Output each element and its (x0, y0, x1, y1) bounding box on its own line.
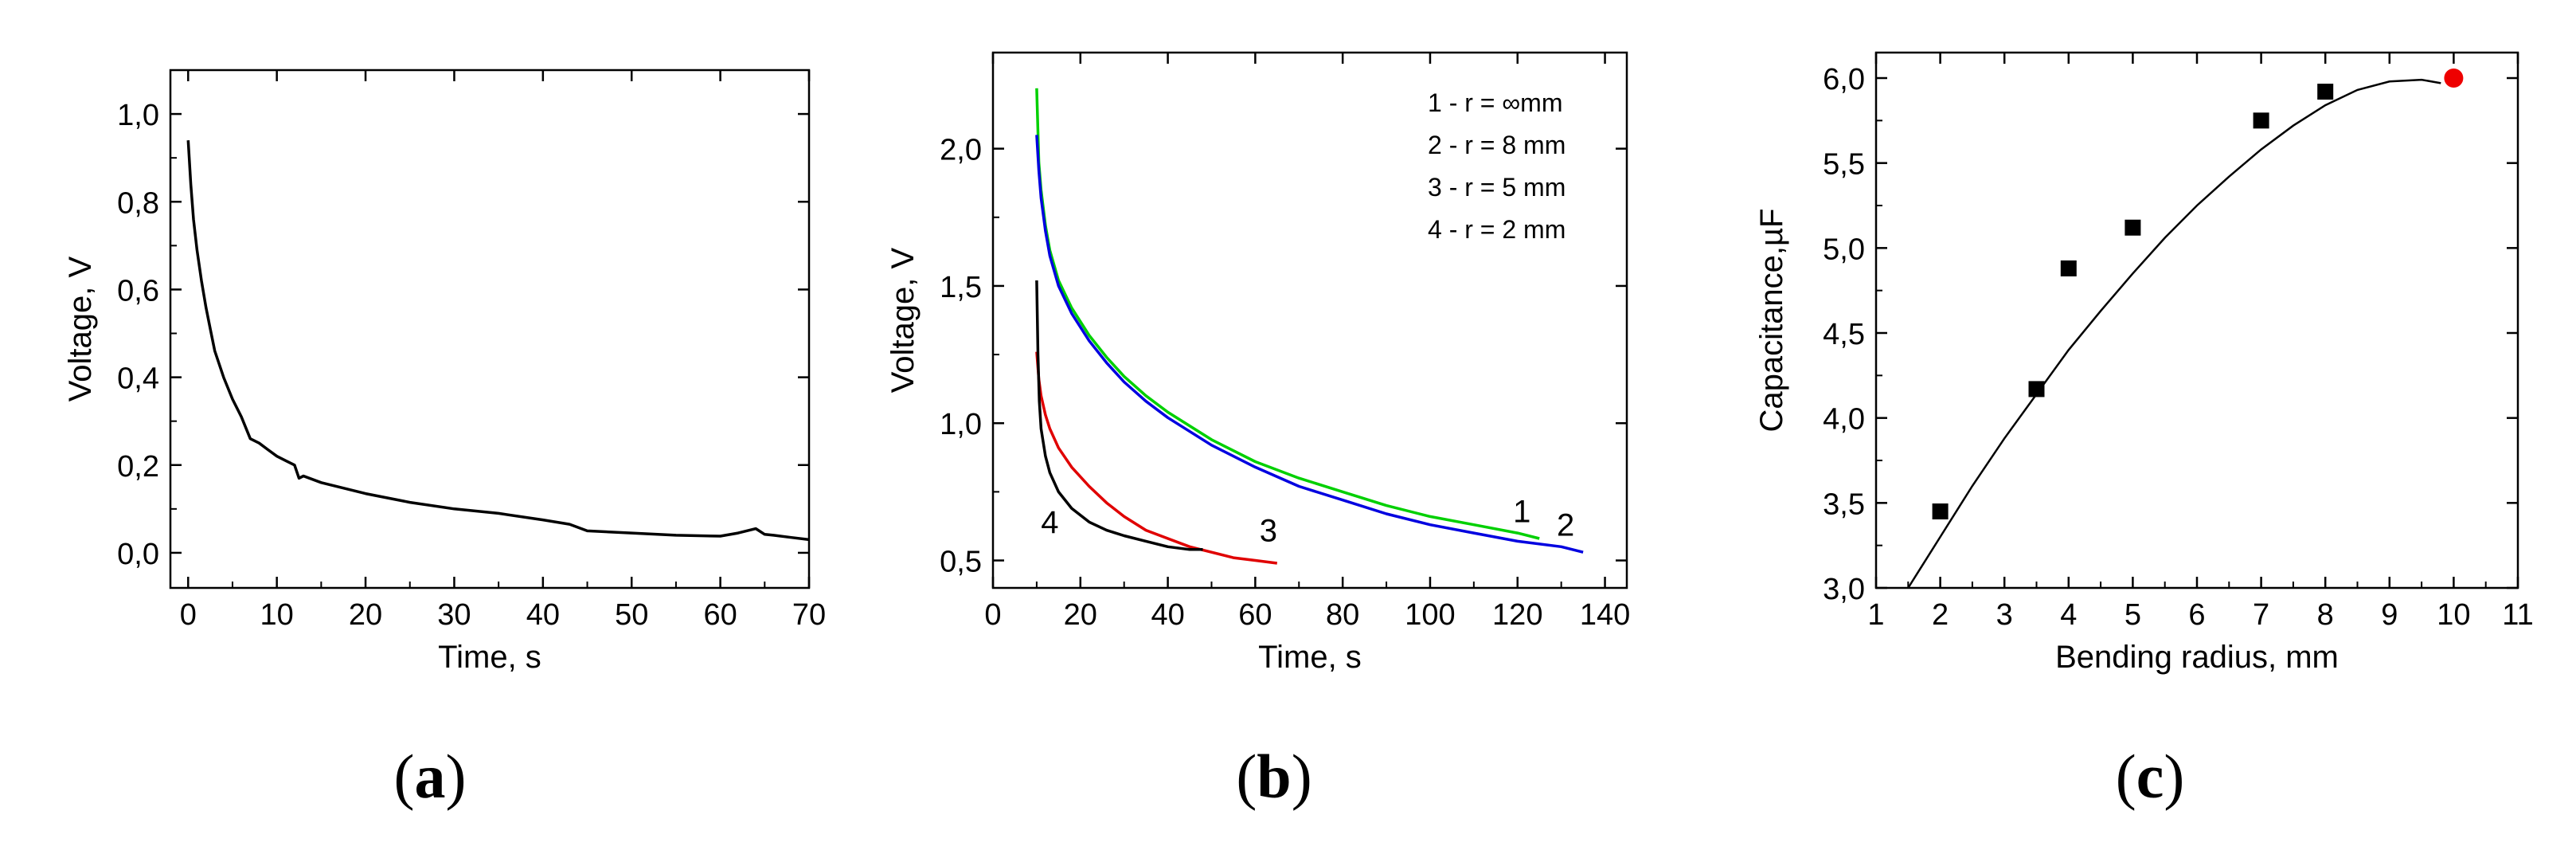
panel-label-a: (a) (393, 742, 467, 811)
chart-a: 0 10 20 30 40 50 60 70 0,0 0,2 0,4 0,6 0,8 1,0 Time, s… (63, 69, 826, 675)
x-tick-label: 50 (615, 598, 648, 632)
x-tick-label: 3 (1996, 598, 2013, 632)
x-tick-label: 20 (349, 598, 382, 632)
y-tick-label: 1,0 (940, 408, 982, 441)
x-tick-label: 60 (703, 598, 737, 632)
y-tick-label: 0,2 (117, 450, 159, 484)
x-tick-label: 1 (1867, 598, 1884, 632)
y-tick-label: 0,4 (117, 362, 159, 396)
curve-label-1: 1 (1513, 494, 1530, 529)
series-2-line (1035, 135, 1584, 554)
data-point-6 (2317, 84, 2334, 100)
x-tick-label: 30 (437, 598, 471, 632)
x-tick-label: 70 (792, 598, 826, 632)
x-tick-label: 100 (1405, 598, 1455, 632)
y-tick-label: 0,8 (117, 186, 159, 220)
y-tick-label: 3,5 (1823, 488, 1865, 521)
y-tick-label: 1,0 (117, 99, 159, 132)
legend-entry-4: 4 - r = 2 mm (1428, 215, 1566, 244)
chart-c: 1 2 3 4 5 6 7 8 9 10 11 3,0 3,5 4,0 4,5 5,0 5,5 6,0 Bendin… (1754, 51, 2534, 675)
plot-frame (169, 69, 811, 590)
y-tick-label: 5,5 (1823, 148, 1865, 182)
y-tick-label: 3,0 (1823, 573, 1865, 606)
y-tick-label: 2,0 (940, 134, 982, 167)
x-tick-label: 40 (526, 598, 560, 632)
y-tick-label: 6,0 (1823, 63, 1865, 96)
x-tick-label: 11 (2502, 598, 2533, 632)
x-tick-label: 60 (1238, 598, 1272, 632)
curve-label-3: 3 (1260, 513, 1277, 548)
y-axis-title: Capacitance,µF (1754, 209, 1789, 433)
curve-label-2: 2 (1557, 508, 1574, 543)
data-point-5 (2253, 112, 2269, 129)
x-tick-label: 9 (2381, 598, 2398, 632)
x-tick-label: 120 (1492, 598, 1542, 632)
curve-label-4: 4 (1041, 505, 1058, 540)
x-tick-label: 8 (2317, 598, 2334, 632)
y-tick-label: 4,5 (1823, 318, 1865, 351)
y-tick-label: 4,0 (1823, 403, 1865, 437)
legend-entry-3: 3 - r = 5 mm (1428, 173, 1566, 202)
x-tick-label: 80 (1326, 598, 1359, 632)
series-discharge-line (186, 139, 810, 542)
x-tick-label: 0 (180, 598, 197, 632)
x-axis-title: Time, s (1258, 640, 1362, 675)
series-3-line (1035, 351, 1278, 565)
x-tick-label: 0 (984, 598, 1001, 632)
x-axis-title: Time, s (438, 640, 541, 675)
data-point-4 (2125, 219, 2141, 236)
x-tick-label: 5 (2125, 598, 2141, 632)
y-tick-label: 0,5 (940, 546, 982, 579)
x-tick-label: 7 (2253, 598, 2269, 632)
panel-label-c: (c) (2115, 742, 2185, 811)
legend-entry-2: 2 - r = 8 mm (1428, 131, 1566, 159)
x-tick-label: 40 (1151, 598, 1184, 632)
x-tick-label: 4 (2060, 598, 2077, 632)
y-axis-title: Voltage, V (63, 257, 98, 402)
panel-label-b: (b) (1236, 742, 1312, 811)
data-point-3 (2060, 260, 2077, 276)
legend-entry-1: 1 - r = ∞mm (1428, 88, 1562, 117)
data-point-7 (2444, 69, 2464, 88)
plot-frame (1874, 51, 2519, 590)
x-tick-label: 10 (2437, 598, 2470, 632)
chart-b: 0 20 40 60 80 100 120 140 0,5 1,0 1,5 2,0 Time, s Vol… (885, 51, 1630, 675)
y-tick-label: 0,6 (117, 274, 159, 307)
y-tick-label: 0,0 (117, 538, 159, 571)
y-axis-title: Voltage, V (885, 248, 921, 394)
plot-frame (991, 51, 1628, 590)
data-point-1 (1932, 503, 1949, 519)
x-tick-label: 6 (2188, 598, 2205, 632)
x-axis-title: Bending radius, mm (2055, 640, 2339, 675)
series-4-line (1035, 280, 1203, 551)
x-tick-label: 2 (1932, 598, 1949, 632)
data-point-2 (2028, 381, 2045, 398)
x-tick-label: 20 (1064, 598, 1097, 632)
y-tick-label: 5,0 (1823, 233, 1865, 266)
x-tick-label: 10 (260, 598, 294, 632)
y-tick-label: 1,5 (940, 271, 982, 304)
fit-curve (1907, 78, 2441, 589)
x-tick-label: 140 (1580, 598, 1630, 632)
